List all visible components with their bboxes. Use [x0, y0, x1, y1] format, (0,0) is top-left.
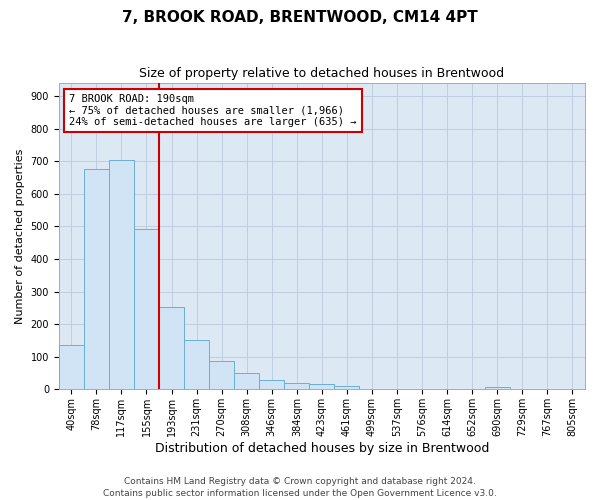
- Text: 7 BROOK ROAD: 190sqm
← 75% of detached houses are smaller (1,966)
24% of semi-de: 7 BROOK ROAD: 190sqm ← 75% of detached h…: [70, 94, 357, 127]
- Bar: [310, 384, 334, 390]
- Bar: [184, 340, 209, 390]
- Bar: [284, 383, 310, 390]
- Bar: [259, 380, 284, 390]
- Bar: [134, 228, 159, 390]
- Text: Contains HM Land Registry data © Crown copyright and database right 2024.
Contai: Contains HM Land Registry data © Crown c…: [103, 476, 497, 498]
- Bar: [159, 307, 184, 390]
- X-axis label: Distribution of detached houses by size in Brentwood: Distribution of detached houses by size …: [155, 442, 489, 455]
- Title: Size of property relative to detached houses in Brentwood: Size of property relative to detached ho…: [139, 68, 505, 80]
- Bar: [334, 386, 359, 390]
- Bar: [59, 346, 84, 390]
- Y-axis label: Number of detached properties: Number of detached properties: [15, 148, 25, 324]
- Bar: [485, 387, 510, 390]
- Bar: [84, 170, 109, 390]
- Bar: [109, 160, 134, 390]
- Bar: [234, 373, 259, 390]
- Text: 7, BROOK ROAD, BRENTWOOD, CM14 4PT: 7, BROOK ROAD, BRENTWOOD, CM14 4PT: [122, 10, 478, 25]
- Bar: [209, 362, 234, 390]
